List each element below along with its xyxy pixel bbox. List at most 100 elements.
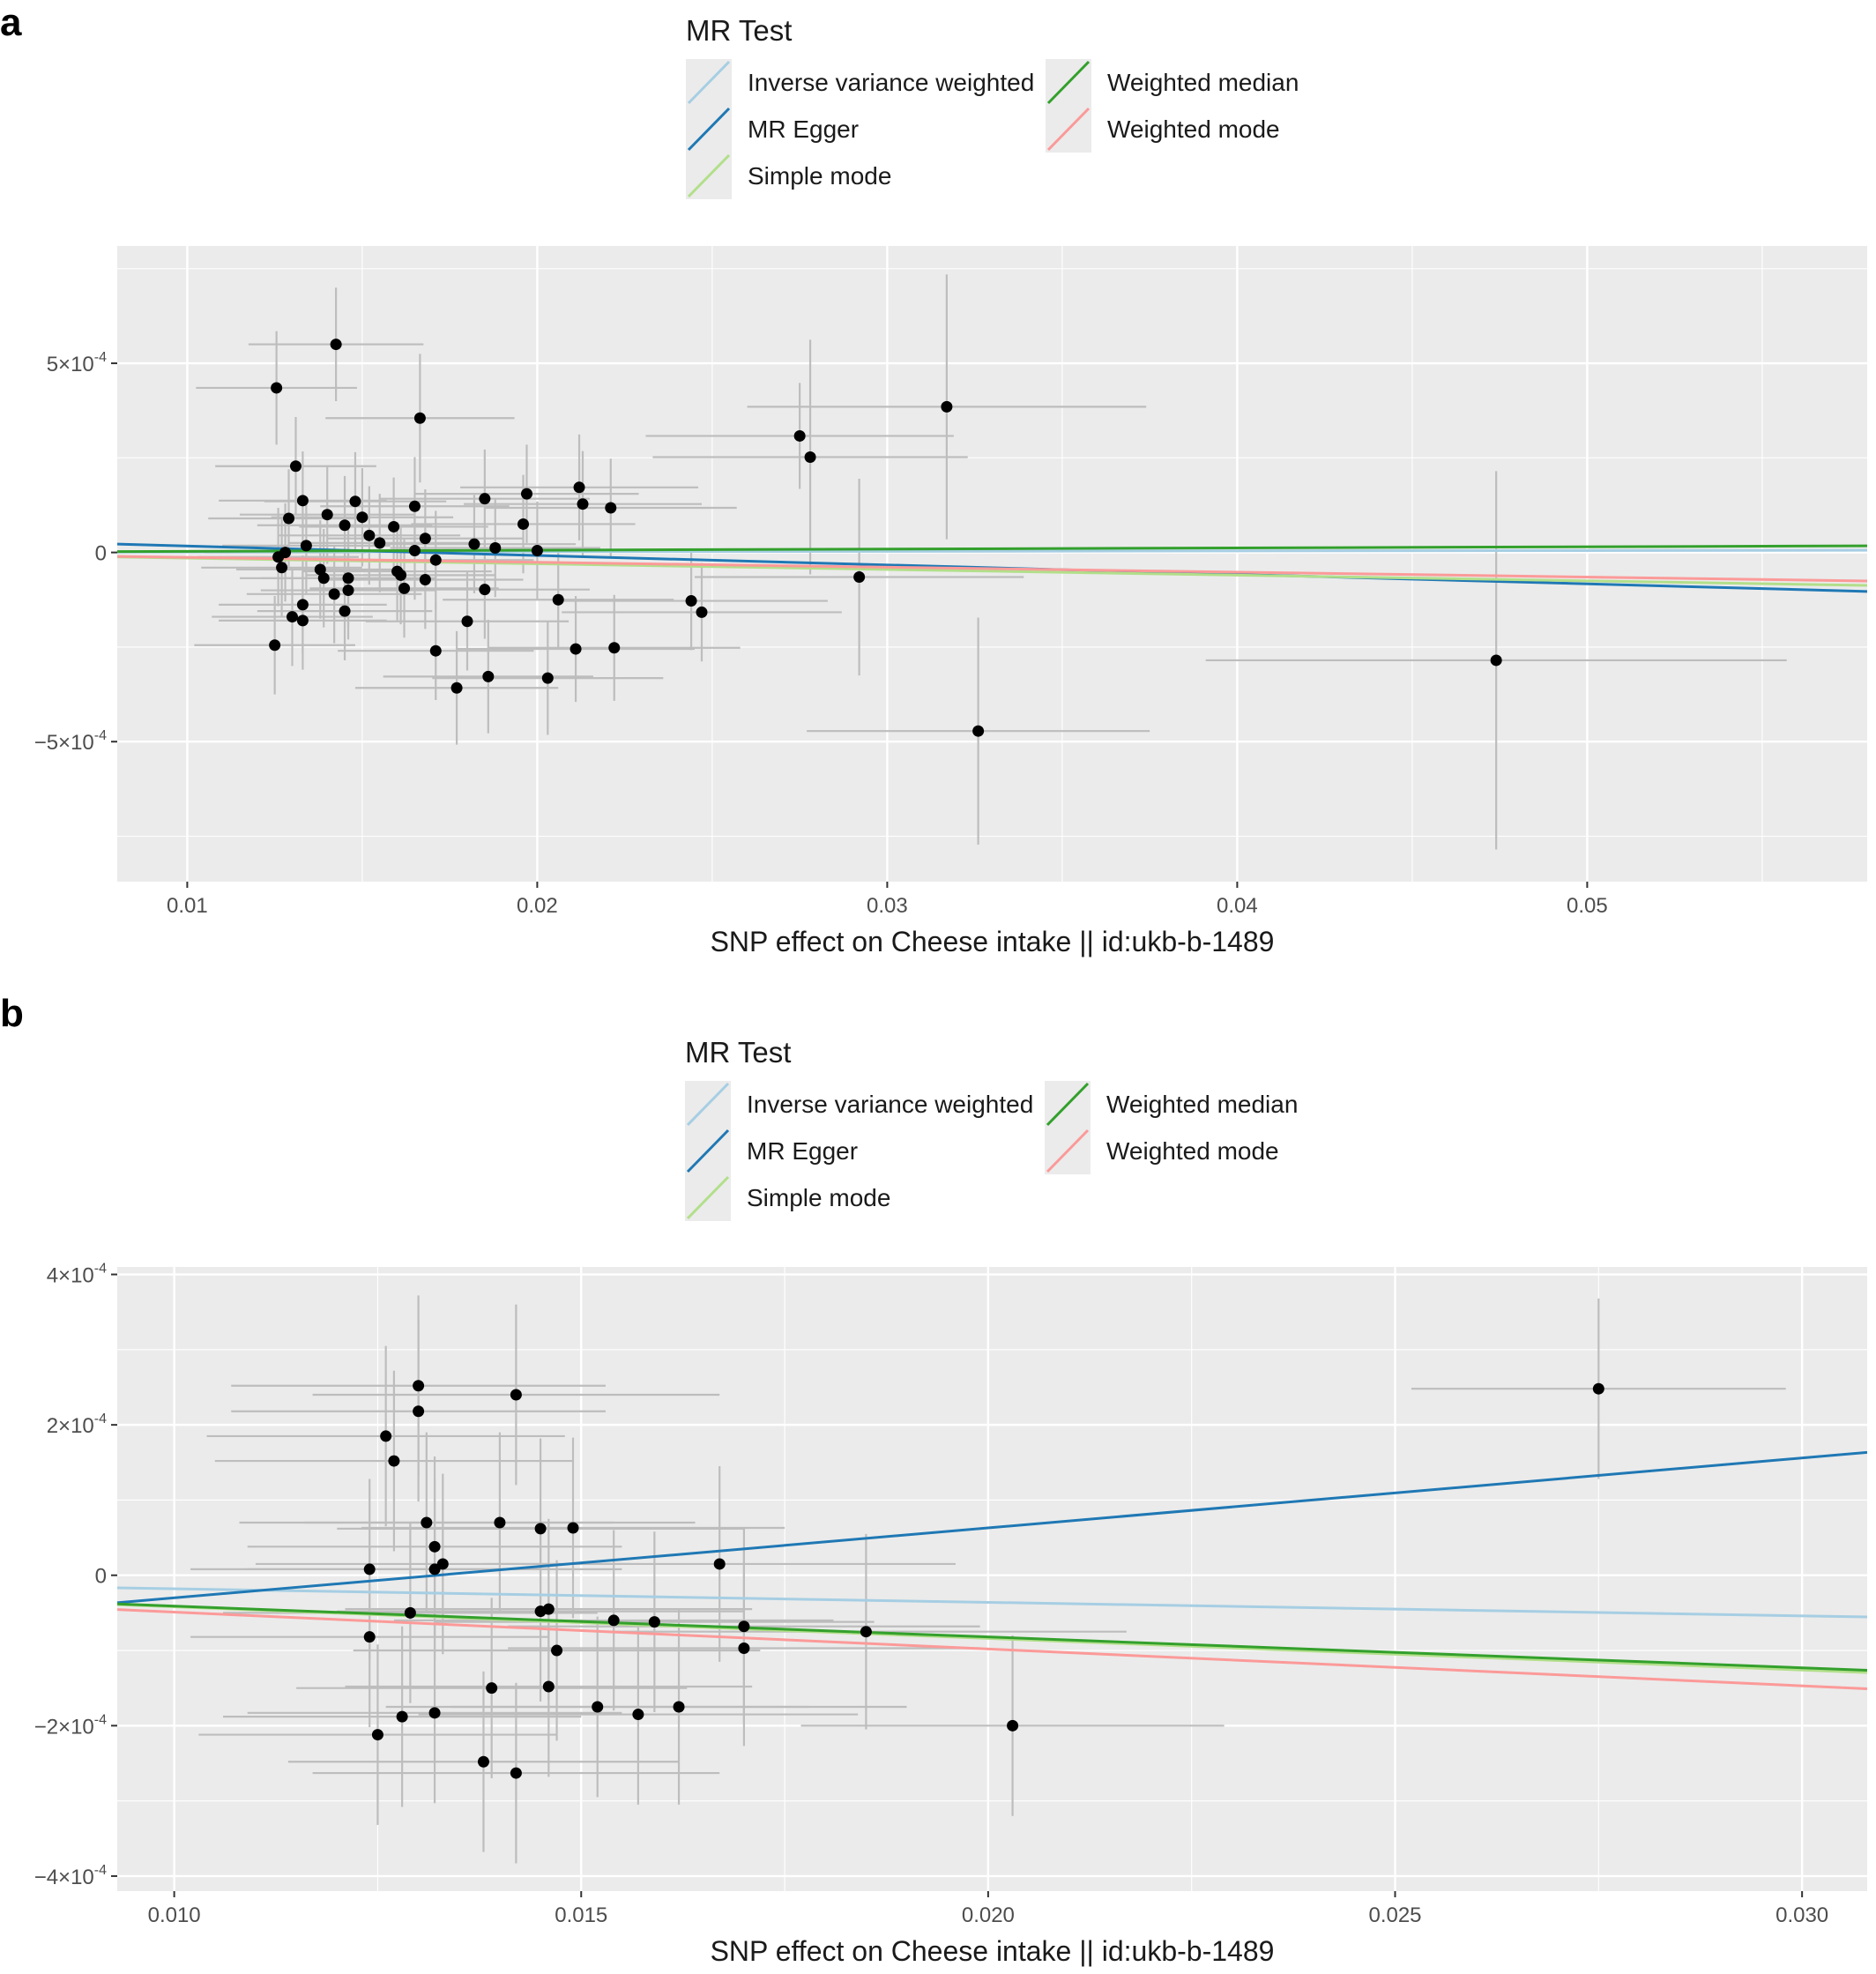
y-tick-mantissa: 4×10	[47, 1264, 94, 1288]
x-tick-label: 0.05	[1567, 894, 1608, 918]
x-axis: 0.01 0.02 0.03 0.04 0.05 SNP effect on Cheese…	[167, 882, 1608, 957]
data-point	[428, 1563, 441, 1575]
x-tick-label: 0.010	[148, 1903, 201, 1927]
legend-label: Inverse variance weighted	[747, 1091, 1033, 1118]
data-point	[489, 541, 502, 554]
x-tick-label: 0.02	[517, 894, 558, 918]
chart-panel-b: b MR Test Inverse variance weighted MR Egge…	[0, 992, 1867, 1967]
y-axis: 5×10-40−5×10-4	[34, 350, 117, 755]
data-point	[738, 1620, 750, 1633]
legend-item: MR Egger	[686, 106, 859, 153]
legend-item: Weighted median	[1045, 1081, 1298, 1128]
data-point	[429, 644, 442, 657]
data-point	[342, 585, 354, 597]
y-tick-mantissa: 5×10	[47, 353, 94, 376]
data-points	[269, 339, 1502, 737]
legend: MR Test Inverse variance weighted MR Egger…	[685, 1036, 1298, 1221]
legend-key-line	[686, 1175, 730, 1220]
legend-item: Simple mode	[685, 1174, 890, 1221]
data-point	[542, 1680, 555, 1693]
data-point	[534, 1523, 547, 1535]
legend-item: Simple mode	[686, 153, 891, 199]
legend-label: Simple mode	[748, 162, 891, 190]
legend-title: MR Test	[685, 1036, 791, 1069]
legend-key-line	[686, 1082, 730, 1127]
legend-label: Simple mode	[747, 1184, 890, 1211]
data-point	[339, 605, 351, 617]
data-point	[428, 1707, 441, 1719]
data-point	[941, 400, 953, 413]
legend-label: Weighted median	[1106, 1091, 1298, 1118]
data-point	[541, 672, 554, 684]
plot-background	[117, 1267, 1867, 1891]
y-tick-mantissa: −5×10	[34, 731, 94, 755]
data-point	[363, 529, 376, 541]
data-point	[531, 544, 543, 556]
data-point	[713, 1558, 726, 1570]
data-point	[592, 1701, 604, 1713]
data-point	[607, 1614, 620, 1627]
data-point	[421, 1516, 433, 1529]
y-tick-exponent: -4	[94, 1262, 107, 1277]
data-point	[450, 682, 463, 694]
data-point	[468, 538, 480, 550]
legend-label: MR Egger	[748, 115, 859, 143]
data-point	[428, 1540, 441, 1553]
data-point	[461, 615, 473, 628]
legend-item: MR Egger	[685, 1128, 858, 1174]
data-point	[479, 493, 491, 505]
x-axis: 0.010 0.015 0.020 0.025 0.030 SNP effect on C…	[148, 1891, 1828, 1967]
data-point	[570, 643, 582, 655]
regression-line	[117, 1608, 1867, 1690]
data-point	[648, 1616, 660, 1628]
y-tick-mantissa: 0	[95, 1565, 107, 1589]
data-point	[272, 551, 285, 563]
panel-label: b	[0, 992, 24, 1035]
data-point	[482, 670, 495, 682]
data-points	[363, 1380, 1604, 1779]
data-point	[269, 639, 281, 652]
data-point	[1007, 1719, 1019, 1732]
data-point	[673, 1701, 685, 1713]
x-axis-title: SNP effect on Cheese intake || id:ukb-b-…	[711, 1935, 1275, 1967]
legend-label: Weighted median	[1107, 69, 1299, 96]
legend-key-line	[687, 153, 731, 198]
data-point	[321, 509, 333, 521]
y-tick-label: 0	[95, 1565, 107, 1589]
y-tick-label: −2×10-4	[34, 1712, 107, 1739]
data-point	[404, 1606, 416, 1619]
legend-label: Weighted mode	[1107, 115, 1280, 143]
data-point	[972, 725, 985, 737]
data-point	[300, 540, 312, 552]
data-point	[632, 1709, 644, 1721]
regression-line	[117, 1586, 1867, 1619]
legend-label: Inverse variance weighted	[748, 69, 1034, 96]
x-axis-title: SNP effect on Cheese intake || id:ukb-b-…	[711, 926, 1275, 957]
y-tick-exponent: -4	[94, 1412, 107, 1426]
legend-key-line	[1046, 1129, 1090, 1173]
data-point	[328, 588, 340, 600]
data-point	[349, 495, 361, 508]
legend-key-line	[686, 1129, 730, 1173]
data-point	[388, 520, 400, 533]
data-point	[342, 572, 354, 585]
data-point	[494, 1516, 506, 1529]
data-point	[287, 611, 298, 623]
data-point	[296, 599, 309, 611]
data-point	[1592, 1382, 1604, 1395]
legend-label: MR Egger	[747, 1137, 858, 1165]
data-point	[567, 1522, 579, 1534]
data-point	[356, 511, 368, 524]
y-axis: 4×10-42×10-40−2×10-4−4×10-4	[34, 1262, 117, 1889]
legend-item: Inverse variance weighted	[685, 1081, 1033, 1128]
y-tick-label: 4×10-4	[47, 1262, 107, 1288]
data-point	[395, 569, 407, 581]
data-point	[542, 1603, 555, 1615]
data-point	[271, 382, 283, 394]
legend-key-line	[1046, 60, 1091, 105]
data-point	[419, 574, 431, 586]
legend-item: Weighted mode	[1046, 106, 1280, 153]
x-tick-label: 0.04	[1217, 894, 1258, 918]
x-tick-label: 0.03	[867, 894, 908, 918]
data-point	[793, 429, 806, 442]
